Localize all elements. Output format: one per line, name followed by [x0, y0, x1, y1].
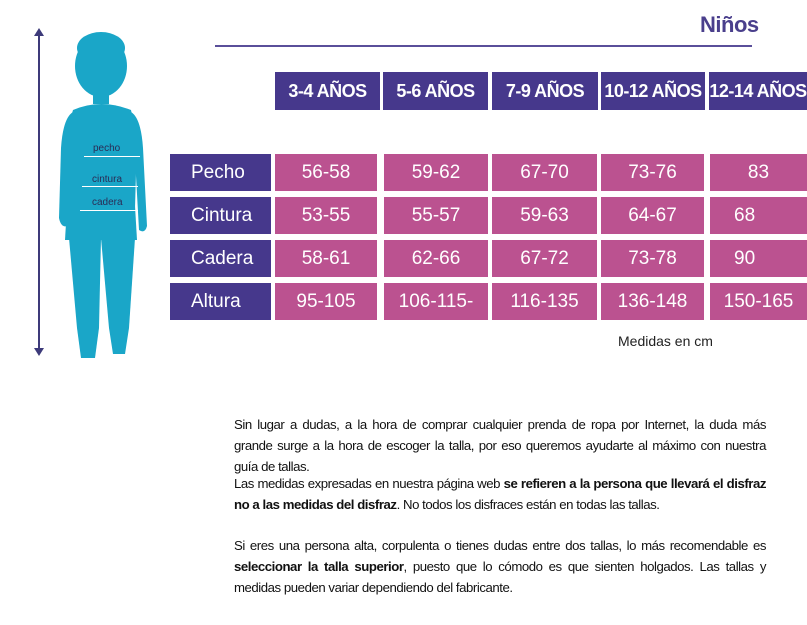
row-label-cadera: Cadera [170, 240, 271, 277]
header-3-4: 3-4 AÑOS [275, 72, 380, 110]
cell-pecho-12-14: 83 [710, 154, 807, 191]
child-silhouette-icon [59, 32, 147, 358]
cell-pecho-10-12: 73-76 [601, 154, 704, 191]
cell-cadera-3-4: 58-61 [275, 240, 377, 277]
height-arrow-up-icon [34, 28, 44, 36]
header-7-9: 7-9 AÑOS [492, 72, 598, 110]
header-12-14: 12-14 AÑOS [709, 72, 807, 110]
cell-cadera-10-12: 73-78 [601, 240, 704, 277]
cell-altura-7-9: 116-135 [492, 283, 597, 320]
paragraph-advice-bold: seleccionar la talla superior [234, 559, 404, 574]
cell-pecho-3-4: 56-58 [275, 154, 377, 191]
paragraph-intro: Sin lugar a dudas, a la hora de comprar … [234, 417, 766, 474]
chest-line [84, 156, 140, 157]
page-title: Niños [700, 12, 759, 37]
cell-cadera-12-14: 90 [710, 240, 807, 277]
header-5-6: 5-6 AÑOS [383, 72, 488, 110]
height-arrow-line [38, 34, 40, 354]
paragraph-measures-text-c: . No todos los disfraces están en todas … [396, 497, 660, 512]
cell-altura-5-6: 106-115- [384, 283, 488, 320]
cell-pecho-5-6: 59-62 [384, 154, 488, 191]
cell-cadera-7-9: 67-72 [492, 240, 597, 277]
cell-cintura-12-14: 68 [710, 197, 807, 234]
paragraph-advice-text-a: Si eres una persona alta, corpulenta o t… [234, 538, 766, 553]
paragraph-measures-bold: se refieren a la persona que llevará el … [234, 476, 766, 512]
waist-line [82, 186, 138, 187]
paragraph-measures: Las medidas expresadas en nuestra página… [234, 473, 766, 515]
cell-altura-3-4: 95-105 [275, 283, 377, 320]
cell-cadera-5-6: 62-66 [384, 240, 488, 277]
paragraph-measures-text-a: Las medidas expresadas en nuestra página… [234, 476, 504, 491]
chest-label: pecho [93, 143, 121, 154]
row-label-altura: Altura [170, 283, 271, 320]
waist-label: cintura [92, 174, 123, 185]
cell-cintura-5-6: 55-57 [384, 197, 488, 234]
paragraph-advice-text-c: , puesto que lo cómodo es que sienten ho… [234, 559, 766, 595]
paragraph-advice: Si eres una persona alta, corpulenta o t… [234, 535, 766, 598]
units-note: Medidas en cm [618, 333, 713, 349]
cell-altura-10-12: 136-148 [601, 283, 704, 320]
hip-label: cadera [92, 197, 123, 208]
hip-line [80, 210, 138, 211]
cell-cintura-3-4: 53-55 [275, 197, 377, 234]
cell-altura-12-14: 150-165 [710, 283, 807, 320]
cell-cintura-10-12: 64-67 [601, 197, 704, 234]
cell-pecho-7-9: 67-70 [492, 154, 597, 191]
row-label-pecho: Pecho [170, 154, 271, 191]
height-arrow-down-icon [34, 348, 44, 356]
row-label-cintura: Cintura [170, 197, 271, 234]
title-divider [215, 45, 752, 47]
header-10-12: 10-12 AÑOS [601, 72, 705, 110]
cell-cintura-7-9: 59-63 [492, 197, 597, 234]
